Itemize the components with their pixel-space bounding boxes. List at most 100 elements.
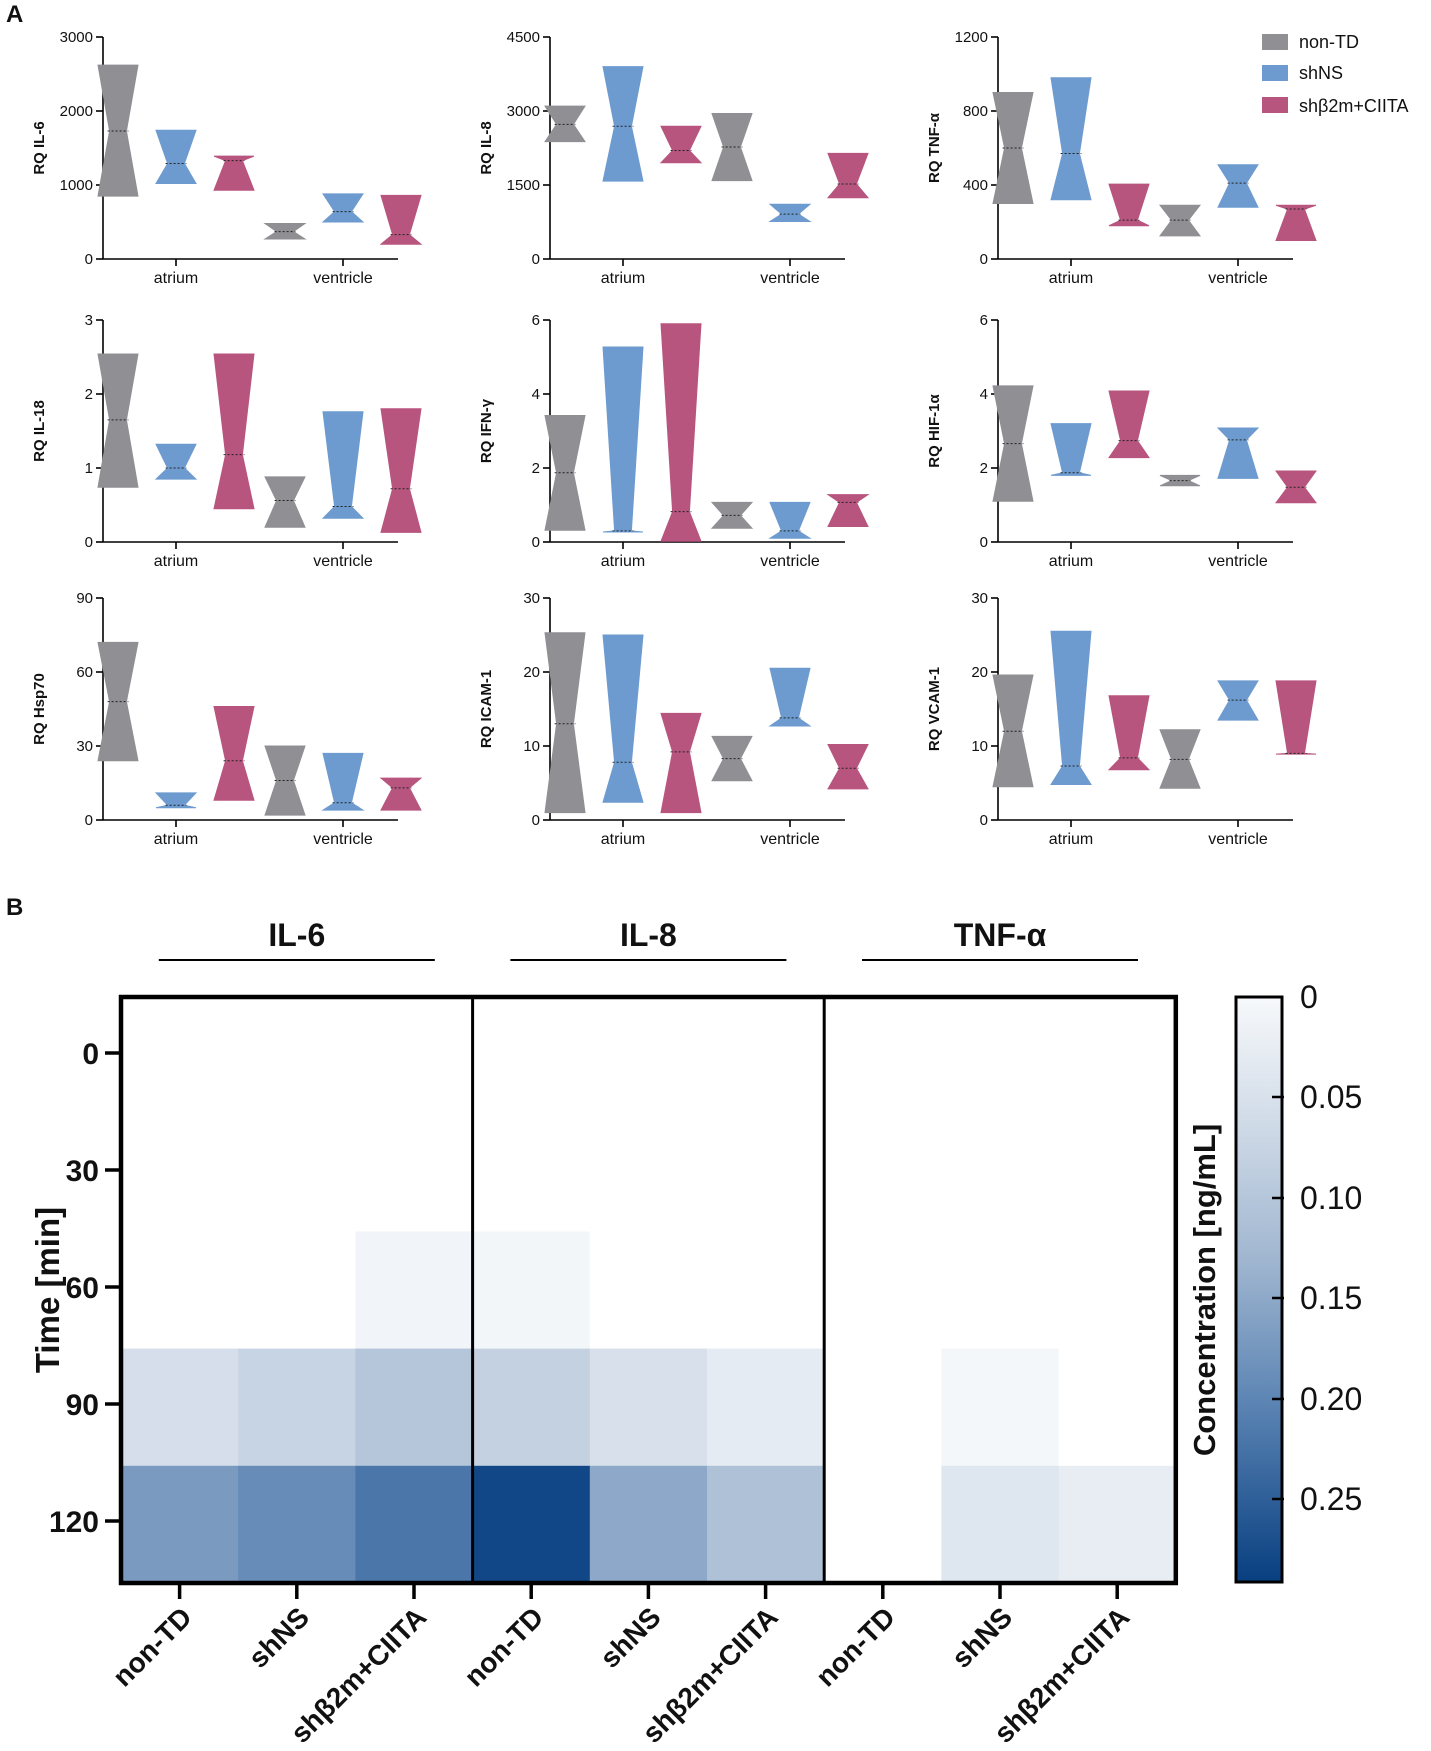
heatmap-y-axis-title: Time [min]	[29, 1207, 66, 1373]
heatmap-cell-tnf-sh-2m-ciita-t60	[1058, 1231, 1177, 1350]
y-tick-label-rq-hsp70-0: 0	[85, 812, 93, 829]
violin-rq-hsp70-atrium-shns	[154, 792, 198, 809]
y-tick-label-rq-il-8-2: 3000	[507, 103, 540, 120]
y-tick-label-rq-hif-1-3: 6	[980, 312, 988, 329]
panel-label-a: A	[6, 1, 23, 28]
y-tick-label-rq-il-6-2: 2000	[60, 103, 93, 120]
y-tick-label-rq-tnf-2: 800	[963, 103, 988, 120]
violin-rq-il-8-ventricle-shns	[768, 203, 812, 222]
heatmap-cell-il-6-shns-t0	[238, 997, 356, 1115]
violin-rq-icam-1-ventricle-shns	[768, 667, 812, 727]
violin-rq-il-8-ventricle-non-td	[711, 113, 753, 182]
x-tick-label-rq-hif-1-atrium: atrium	[1049, 553, 1093, 570]
x-tick-label-rq-hsp70-atrium: atrium	[154, 831, 198, 848]
heatmap-cell-tnf-non-td-t0	[824, 997, 942, 1115]
x-tick-label-rq-il-18-atrium: atrium	[154, 553, 198, 570]
y-tick-label-rq-ifn-2: 4	[532, 386, 540, 403]
y-tick-label-rq-il-18-3: 3	[85, 312, 93, 329]
legend-swatch-non-td	[1262, 34, 1288, 50]
heatmap-x-tick-label-7-shns: shNS	[946, 1601, 1019, 1674]
heatmap-cell-il-6-sh-2m-ciita-t90	[355, 1348, 474, 1467]
heatmap-group-title-il-8: IL-8	[620, 917, 677, 953]
violin-rq-il-6-atrium-non-td	[97, 64, 139, 197]
heatmap-cell-tnf-shns-t30	[941, 1114, 1060, 1232]
x-tick-label-rq-tnf-atrium: atrium	[1049, 270, 1093, 287]
y-axis-title-rq-ifn: RQ IFN-γ	[478, 398, 495, 463]
heatmap-cell-il-8-non-td-t30	[472, 1114, 591, 1232]
y-tick-label-rq-il-18-0: 0	[85, 534, 93, 551]
heatmap-cell-tnf-shns-t90	[941, 1348, 1060, 1467]
violin-rq-vcam-1-ventricle-non-td	[1159, 729, 1201, 789]
y-axis-title-rq-il-6: RQ IL-6	[31, 121, 48, 174]
violin-rq-ifn-atrium-non-td	[544, 415, 586, 531]
colorbar-tick-label-5: 0.25	[1300, 1481, 1362, 1517]
violin-rq-il-18-ventricle-shns	[321, 411, 365, 519]
heatmap-cell-tnf-non-td-t30	[824, 1114, 942, 1232]
violin-chart-rq-vcam-1: 0 10 20 30 RQ VCAM-1 atrium ventricle	[926, 590, 1317, 848]
y-axis-title-rq-il-8: RQ IL-8	[478, 121, 495, 174]
heatmap-cell-il-6-sh-2m-ciita-t30	[355, 1114, 474, 1232]
y-tick-label-rq-hif-1-1: 2	[980, 460, 988, 477]
colorbar-tick-label-1: 0.05	[1300, 1079, 1362, 1115]
x-tick-label-rq-hif-1-ventricle: ventricle	[1208, 553, 1268, 570]
heatmap-cell-il-6-non-td-t60	[121, 1231, 239, 1350]
x-tick-label-rq-ifn-atrium: atrium	[601, 553, 645, 570]
heatmap-cell-il-6-sh-2m-ciita-t0	[355, 997, 474, 1115]
violin-rq-hsp70-ventricle-sh-2m-ciita	[379, 777, 423, 811]
y-tick-label-rq-il-18-2: 2	[85, 386, 93, 403]
panel-label-b: B	[6, 894, 23, 921]
y-tick-label-rq-hif-1-2: 4	[980, 386, 988, 403]
violin-rq-il-18-atrium-shns	[154, 443, 198, 480]
heatmap-group-title-tnf: TNF-α	[954, 917, 1047, 953]
x-tick-label-rq-il-8-atrium: atrium	[601, 270, 645, 287]
violin-rq-hsp70-ventricle-shns	[321, 752, 365, 811]
violin-rq-ifn-ventricle-non-td	[710, 501, 754, 529]
y-tick-label-rq-hsp70-3: 90	[76, 590, 93, 607]
heatmap-cell-tnf-sh-2m-ciita-t30	[1058, 1114, 1177, 1232]
heatmap-cell-il-8-non-td-t90	[472, 1348, 591, 1467]
violin-rq-hif-1-atrium-shns	[1050, 423, 1092, 476]
heatmap-cell-tnf-shns-t120	[941, 1465, 1060, 1584]
legend-swatch-shns	[1262, 65, 1288, 81]
violin-rq-tnf-ventricle-non-td	[1158, 204, 1202, 237]
heatmap-cell-tnf-shns-t60	[941, 1231, 1060, 1350]
heatmap-cell-tnf-sh-2m-ciita-t90	[1058, 1348, 1177, 1467]
violin-rq-il-6-ventricle-sh-2m-ciita	[379, 194, 423, 245]
violin-rq-icam-1-ventricle-sh-2m-ciita	[827, 744, 869, 790]
heatmap-cell-tnf-non-td-t120	[824, 1465, 942, 1584]
y-tick-label-rq-icam-1-1: 10	[523, 738, 540, 755]
violin-rq-hsp70-ventricle-non-td	[264, 745, 306, 816]
violin-rq-icam-1-atrium-non-td	[544, 632, 586, 814]
violin-rq-tnf-atrium-non-td	[992, 92, 1034, 204]
x-tick-label-rq-il-6-atrium: atrium	[154, 270, 198, 287]
legend-item-shns: shNS	[1262, 63, 1343, 83]
heatmap-x-tick-label-0-non-td: non-TD	[107, 1601, 198, 1692]
heatmap-x-tick-label-3-non-td: non-TD	[458, 1601, 549, 1692]
y-tick-label-rq-il-18-1: 1	[85, 460, 93, 477]
violin-chart-rq-tnf: 0 400 800 1200 RQ TNF-α atrium ventricle	[926, 29, 1317, 287]
violin-rq-il-6-ventricle-non-td	[263, 223, 307, 240]
x-tick-label-rq-icam-1-ventricle: ventricle	[760, 831, 820, 848]
colorbar-tick-label-2: 0.10	[1300, 1180, 1362, 1216]
violin-rq-il-18-ventricle-non-td	[264, 476, 306, 528]
heatmap-cell-il-6-sh-2m-ciita-t120	[355, 1465, 474, 1584]
violin-rq-hif-1-atrium-sh-2m-ciita	[1108, 390, 1150, 459]
heatmap-cell-tnf-non-td-t90	[824, 1348, 942, 1467]
heatmap-cell-il-8-non-td-t60	[472, 1231, 591, 1350]
y-tick-label-rq-tnf-1: 400	[963, 177, 988, 194]
heatmap-y-tick-label-30: 30	[66, 1155, 99, 1188]
x-tick-label-rq-hsp70-ventricle: ventricle	[313, 831, 373, 848]
heatmap-cell-tnf-shns-t0	[941, 997, 1060, 1115]
violin-rq-hif-1-ventricle-shns	[1216, 427, 1260, 479]
y-axis-title-rq-tnf: RQ TNF-α	[926, 112, 943, 183]
x-tick-label-rq-il-18-ventricle: ventricle	[313, 553, 373, 570]
violin-rq-hif-1-ventricle-non-td	[1159, 474, 1201, 487]
heatmap-cell-il-8-non-td-t0	[472, 997, 591, 1115]
violin-rq-il-18-ventricle-sh-2m-ciita	[380, 408, 422, 533]
heatmap-cell-tnf-sh-2m-ciita-t120	[1058, 1465, 1177, 1584]
violin-rq-vcam-1-atrium-non-td	[992, 674, 1034, 788]
legend: non-TD shNS shβ2m+CIITA	[1262, 32, 1409, 116]
heatmap-cell-il-8-sh-2m-ciita-t60	[707, 1231, 825, 1350]
violin-rq-il-8-atrium-non-td	[544, 105, 586, 143]
